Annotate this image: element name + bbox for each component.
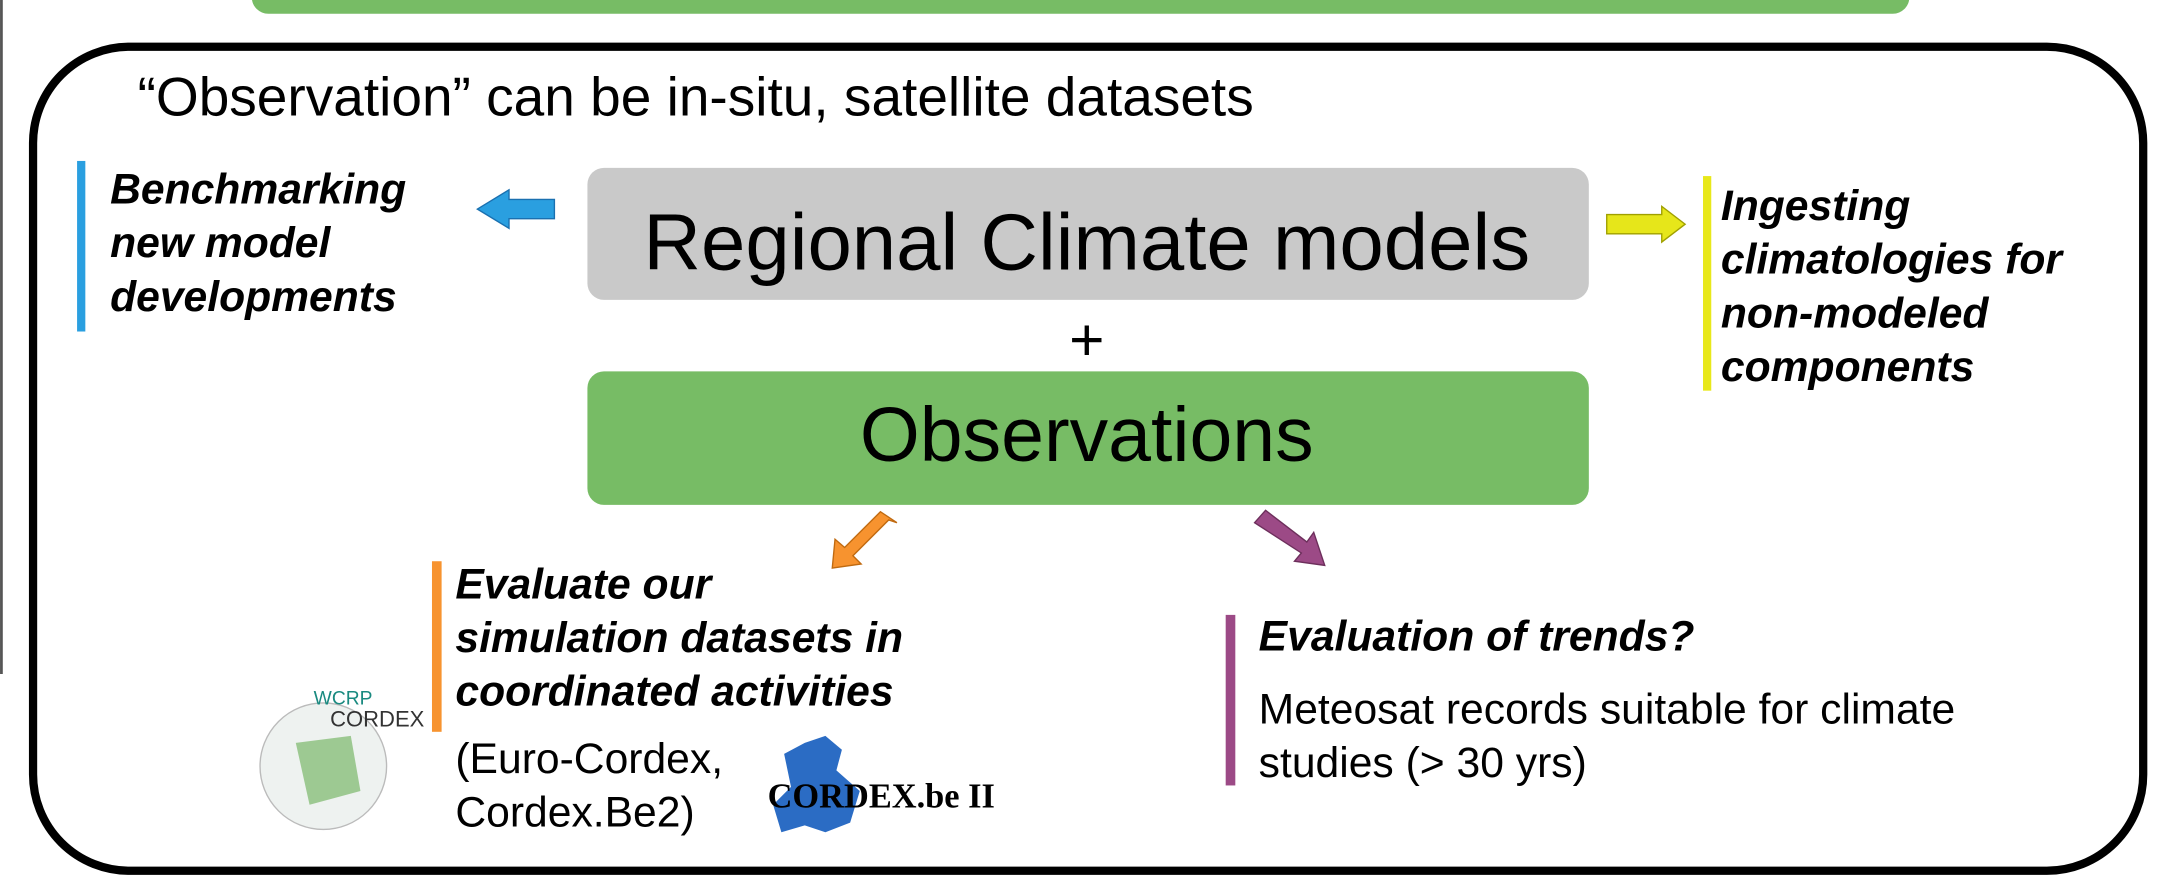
arrow-left xyxy=(476,188,556,230)
plus: + xyxy=(1069,305,1104,373)
left-note: developments xyxy=(110,273,397,321)
model-label: Regional Climate models xyxy=(643,198,1530,287)
obs-box xyxy=(587,371,1589,505)
br-body: Meteosat records suitable for climate xyxy=(1259,686,1956,734)
left-note: Benchmarking xyxy=(110,166,406,214)
bl-title: simulation datasets in xyxy=(455,614,903,662)
globe-map xyxy=(295,735,361,805)
wcrp-logo: WCRP xyxy=(314,688,373,709)
arrow-right xyxy=(1606,204,1687,244)
cordex-be-logo: CORDEX.be II xyxy=(768,777,995,815)
obs-label: Observations xyxy=(860,392,1314,478)
bl-body: Cordex.Be2) xyxy=(455,789,694,837)
right-note: Ingesting xyxy=(1721,182,1910,230)
model-box xyxy=(587,167,1589,300)
frame xyxy=(28,42,2148,875)
arrow-down-right xyxy=(1253,509,1326,567)
eu-map xyxy=(773,735,860,833)
right-note: components xyxy=(1721,343,1974,391)
right-note: non-modeled xyxy=(1721,289,1990,337)
right-bar xyxy=(1703,176,1712,391)
bl-title: Evaluate our xyxy=(455,560,713,608)
br-bar xyxy=(1225,614,1236,786)
br-title: Evaluation of trends? xyxy=(1259,613,1695,661)
right-note: climatologies for xyxy=(1721,236,2064,284)
bl-title: coordinated activities xyxy=(455,668,893,716)
heading: “Observation” can be in-situ, satellite … xyxy=(138,66,1254,128)
top-bar xyxy=(252,0,1910,14)
left-bar xyxy=(77,160,86,332)
br-body: studies (> 30 yrs) xyxy=(1259,739,1587,787)
left-note: new model xyxy=(110,219,331,267)
cordex-logo: CORDEX xyxy=(330,706,424,731)
bl-body: (Euro-Cordex, xyxy=(455,735,723,783)
arrow-down-left xyxy=(831,510,898,569)
bl-bar xyxy=(431,561,442,732)
